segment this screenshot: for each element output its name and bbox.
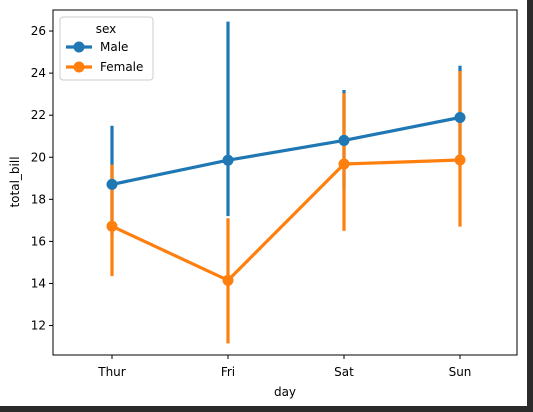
y-tick-label: 24 xyxy=(31,66,46,80)
y-tick-label: 12 xyxy=(31,319,46,333)
male-series-line xyxy=(111,115,461,186)
confidence-intervals xyxy=(110,21,462,344)
x-tick-label: Thur xyxy=(97,365,126,379)
female-point xyxy=(338,158,350,170)
legend: sex Male Female xyxy=(59,16,154,81)
male-point xyxy=(222,154,234,166)
legend-title: sex xyxy=(96,22,117,36)
y-axis-label: total_bill xyxy=(8,156,22,207)
male-point xyxy=(338,134,350,146)
male-point xyxy=(106,178,118,190)
y-tick-label: 22 xyxy=(31,108,46,122)
plot-frame xyxy=(52,9,518,356)
male-legend-label: Male xyxy=(100,40,128,54)
x-tick-label: Sat xyxy=(334,365,354,379)
series-lines xyxy=(111,115,461,282)
female-legend-marker xyxy=(73,61,85,73)
y-tick-label: 20 xyxy=(31,150,46,164)
legend-entries: Male Female xyxy=(66,40,143,74)
x-axis-ticks: Thur Fri Sat Sun xyxy=(97,355,471,379)
female-point xyxy=(222,274,234,286)
male-point xyxy=(454,111,466,123)
y-tick-label: 18 xyxy=(31,192,46,206)
y-tick-label: 14 xyxy=(31,276,46,290)
female-point xyxy=(106,220,118,232)
y-axis-ticks: 12 14 16 18 20 22 24 26 xyxy=(31,24,53,333)
point-plot: 12 14 16 18 20 22 24 26 Thur Fri Sat Sun day total… xyxy=(8,9,518,399)
female-series-line xyxy=(111,158,461,282)
figure: 12 14 16 18 20 22 24 26 Thur Fri Sat Sun day total… xyxy=(0,0,527,406)
x-tick-label: Fri xyxy=(221,365,235,379)
y-tick-label: 16 xyxy=(31,234,46,248)
male-legend-marker xyxy=(73,41,85,53)
y-tick-label: 26 xyxy=(31,24,46,38)
female-legend-label: Female xyxy=(100,60,143,74)
x-axis-label: day xyxy=(274,385,296,399)
series-points xyxy=(106,111,466,286)
female-point xyxy=(454,154,466,166)
x-tick-label: Sun xyxy=(449,365,472,379)
